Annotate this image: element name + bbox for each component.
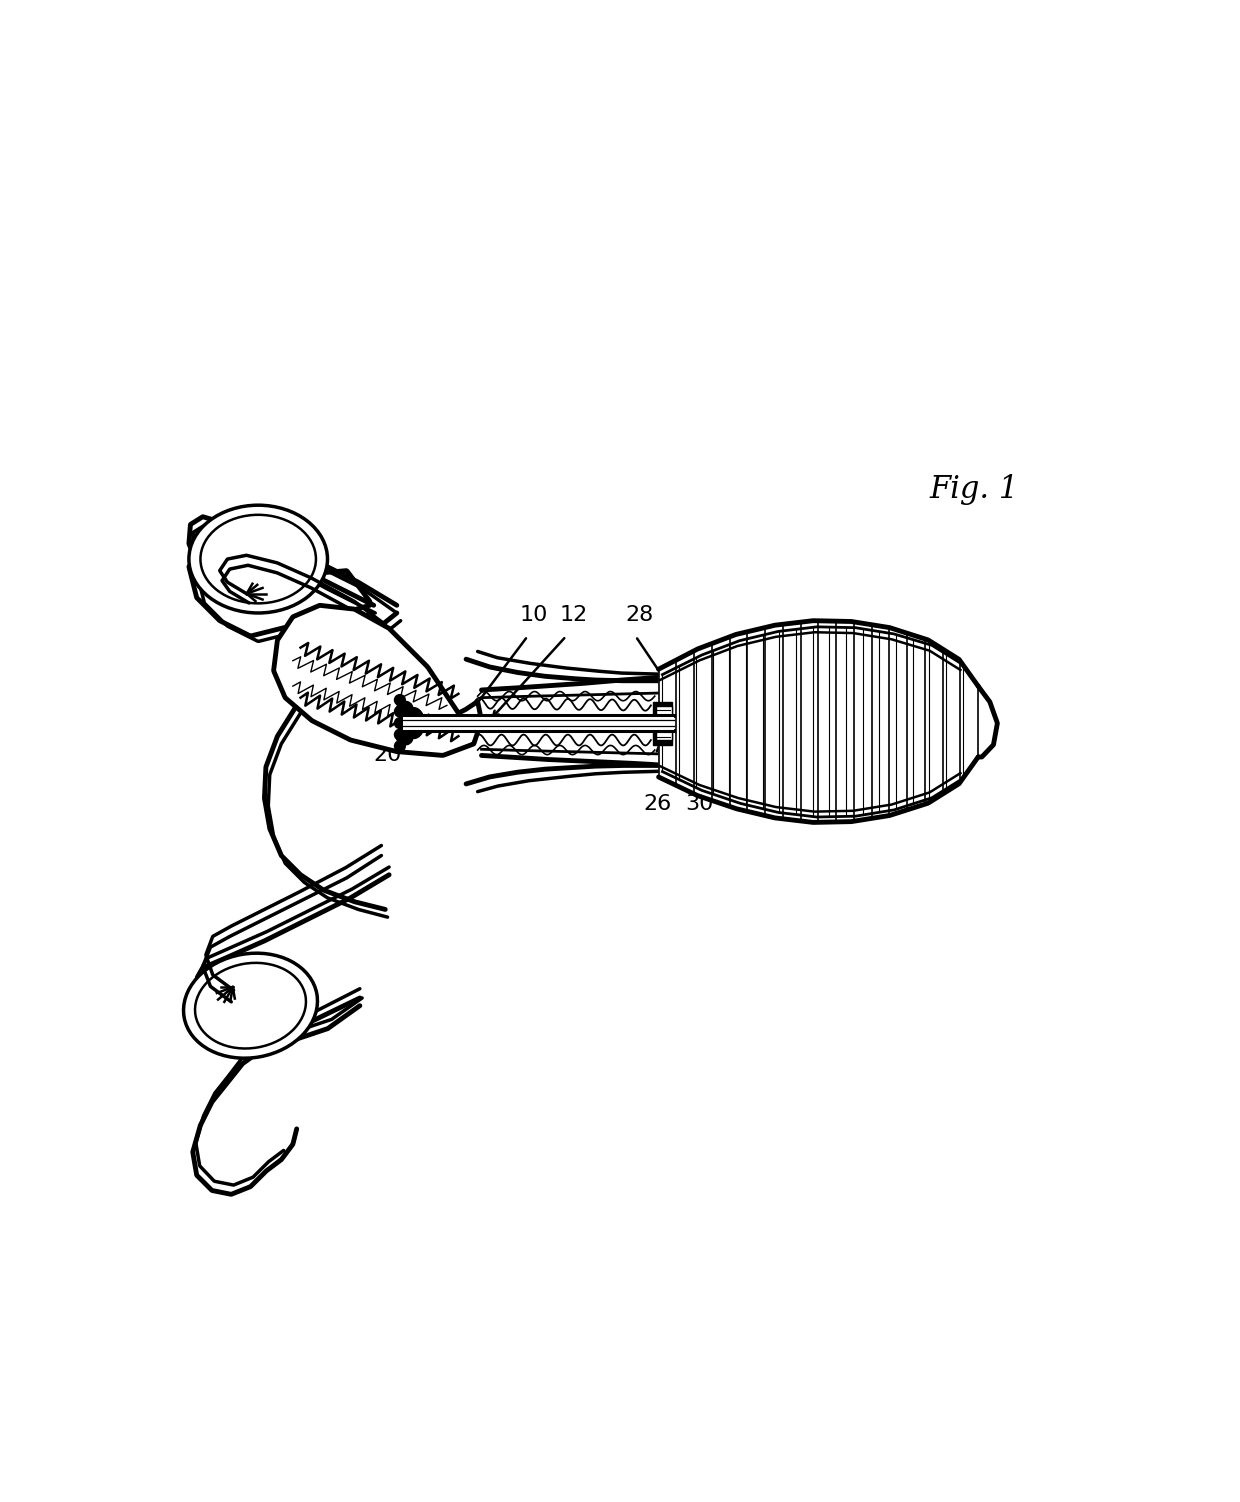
Text: 12: 12 [559, 604, 588, 625]
Ellipse shape [397, 728, 413, 745]
Bar [653, 701, 672, 745]
Polygon shape [274, 605, 481, 756]
Ellipse shape [195, 963, 306, 1048]
Text: Fig. 1: Fig. 1 [930, 475, 1019, 505]
Ellipse shape [188, 505, 327, 613]
Text: 26: 26 [642, 795, 671, 814]
Ellipse shape [394, 730, 405, 740]
Text: 20: 20 [373, 745, 402, 766]
Text: 10: 10 [520, 604, 548, 625]
Bar [656, 706, 672, 740]
Ellipse shape [394, 706, 405, 716]
Text: 30: 30 [686, 795, 713, 814]
Ellipse shape [397, 701, 413, 716]
Ellipse shape [394, 694, 405, 706]
Ellipse shape [184, 954, 317, 1059]
Polygon shape [658, 620, 997, 823]
Text: 28: 28 [625, 604, 653, 625]
Bar [403, 715, 675, 731]
Ellipse shape [394, 740, 405, 751]
Ellipse shape [201, 515, 316, 604]
Bar [403, 716, 675, 730]
Ellipse shape [394, 718, 405, 728]
Ellipse shape [403, 707, 424, 739]
